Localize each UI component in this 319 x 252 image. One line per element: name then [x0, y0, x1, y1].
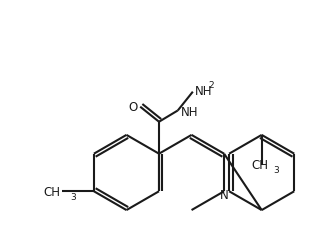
Text: NH: NH — [195, 85, 212, 98]
Text: N: N — [220, 188, 228, 201]
Text: 3: 3 — [70, 192, 76, 201]
Text: 2: 2 — [209, 81, 214, 90]
Text: 3: 3 — [274, 166, 279, 175]
Text: CH: CH — [43, 185, 60, 198]
Text: CH: CH — [251, 159, 268, 172]
Text: O: O — [128, 101, 137, 114]
Text: NH: NH — [181, 106, 198, 118]
